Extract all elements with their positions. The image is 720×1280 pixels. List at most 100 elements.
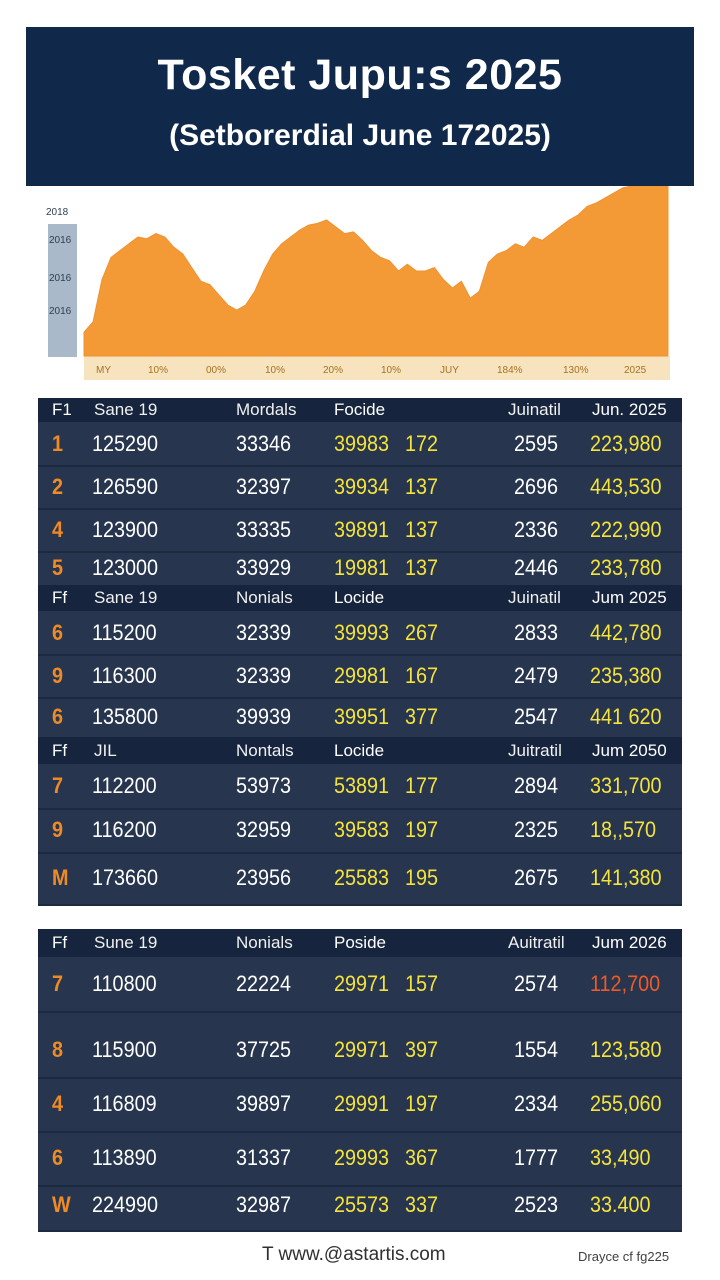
- table-row: 9 116300 32339 29981 167 2479 235,380: [38, 654, 682, 699]
- table-cell: 116809: [92, 1091, 157, 1116]
- table-row: 5 123000 33929 19981 137 2446 233,780: [38, 551, 682, 587]
- table-header-row: Ff Sane 19 Nonials Locide Juinatil Jum 2025: [38, 585, 682, 611]
- table-cell: 2336: [514, 517, 559, 542]
- table-cell: 2595: [514, 431, 559, 456]
- table-cell: 337: [405, 1192, 439, 1217]
- table-cell: 442,780: [590, 620, 662, 645]
- table-cell: 18,,570: [590, 817, 657, 842]
- table-cell: 39891: [334, 517, 390, 542]
- y-axis-panel: [48, 224, 77, 357]
- table-cell: 123900: [92, 517, 159, 542]
- table-cell: 223,980: [590, 431, 662, 456]
- x-tick-label: 2025: [624, 365, 647, 376]
- table-cell: 235,380: [590, 663, 662, 688]
- table-cell: 2334: [514, 1091, 559, 1116]
- table-cell: 53973: [236, 773, 292, 798]
- table-cell: 377: [405, 704, 439, 729]
- x-tick-label: 130%: [563, 365, 589, 376]
- table-cell: 331,700: [590, 773, 662, 798]
- column-header: Mordals: [236, 400, 297, 419]
- area-chart: 2018 2016 2016 2016 MY 10% 00% 10% 20% 10% JUY 184%…: [46, 186, 670, 380]
- table-cell: 441 620: [590, 704, 662, 729]
- table-cell: 177: [405, 773, 439, 798]
- table-cell: 2446: [514, 555, 559, 580]
- table-row: M 173660 23956 25583 195 2675 141,380: [38, 852, 682, 906]
- table-cell: 19981: [334, 555, 390, 580]
- table-cell: 53891: [334, 773, 390, 798]
- column-header: Jun. 2025: [592, 400, 667, 419]
- table-cell: 31337: [236, 1145, 292, 1170]
- table-cell: 197: [405, 817, 439, 842]
- column-header: Jum 2026: [592, 933, 667, 952]
- table-cell: 173660: [92, 865, 159, 890]
- table-header-row: F1 Sane 19 Mordals Focide Juinatil Jun. 2025: [38, 398, 682, 422]
- table-cell: 110800: [92, 971, 157, 996]
- table-cell: 116200: [92, 817, 157, 842]
- y-tick-label: 2018: [46, 207, 69, 218]
- table-cell: 137: [405, 555, 439, 580]
- column-header: Poside: [334, 933, 386, 952]
- table-row: 7 110800 22224 29971 157 2574 112,700: [38, 957, 682, 1013]
- column-header: Sane 19: [94, 588, 158, 607]
- table-cell: 6: [52, 620, 64, 645]
- table-cell: 32959: [236, 817, 292, 842]
- table-cell: 197: [405, 1091, 439, 1116]
- column-header: Nontals: [236, 741, 294, 760]
- column-header: Juitratil: [508, 741, 562, 760]
- table-row: 7 112200 53973 53891 177 2894 331,700: [38, 764, 682, 810]
- table-row: W 224990 32987 25573 337 2523 33.400: [38, 1179, 682, 1232]
- table-cell: 32339: [236, 620, 292, 645]
- table-cell: 2: [52, 474, 64, 499]
- column-header: Locide: [334, 588, 385, 607]
- x-tick-label: 10%: [381, 365, 401, 376]
- x-tick-label: 20%: [323, 365, 343, 376]
- table-cell: 32397: [236, 474, 292, 499]
- x-tick-label: 00%: [206, 365, 226, 376]
- table-cell: 135800: [92, 704, 159, 729]
- data-table-top: F1 Sane 19 Mordals Focide Juinatil Jun. 2025 1…: [38, 398, 682, 906]
- table-cell: 1554: [514, 1037, 559, 1062]
- column-header: Ff: [52, 741, 68, 760]
- table-cell: 126590: [92, 474, 159, 499]
- table-cell: 172: [405, 431, 439, 456]
- table-cell: 123000: [92, 555, 159, 580]
- table-cell: 32987: [236, 1192, 292, 1217]
- table-cell: 2696: [514, 474, 559, 499]
- table-cell: 1: [52, 431, 64, 456]
- table-cell: W: [52, 1192, 71, 1217]
- table-cell: M: [52, 865, 69, 890]
- x-axis-strip: [84, 356, 670, 380]
- table-cell: 29981: [334, 663, 390, 688]
- x-tick-label: 10%: [148, 365, 168, 376]
- table-row: 2 126590 32397 39934 137 2696 443,530: [38, 465, 682, 510]
- column-header: Auitratil: [508, 933, 565, 952]
- y-tick-label: 2016: [49, 235, 72, 246]
- table-row: 4 116809 39897 29991 197 2334 255,060: [38, 1077, 682, 1133]
- x-tick-label: 10%: [265, 365, 285, 376]
- table-cell: 255,060: [590, 1091, 662, 1116]
- table-cell: 33,490: [590, 1145, 651, 1170]
- table-cell: 4: [52, 1091, 64, 1116]
- table-cell: 2574: [514, 971, 559, 996]
- table-cell: 116300: [92, 663, 157, 688]
- table-cell: 39951: [334, 704, 390, 729]
- column-header: Sune 19: [94, 933, 158, 952]
- column-header: F1: [52, 400, 72, 419]
- table-cell: 6: [52, 1145, 64, 1170]
- column-header: Focide: [334, 400, 386, 419]
- table-cell: 112200: [92, 773, 157, 798]
- column-header: Ff: [52, 933, 68, 952]
- column-header: Jum 2025: [592, 588, 667, 607]
- y-tick-label: 2016: [49, 273, 72, 284]
- table-cell: 25583: [334, 865, 390, 890]
- column-header: Nonials: [236, 588, 293, 607]
- table-cell: 115200: [92, 620, 157, 645]
- table-cell: 4: [52, 517, 64, 542]
- column-header: Juinatil: [508, 588, 561, 607]
- table-cell: 167: [405, 663, 439, 688]
- table-cell: 39583: [334, 817, 390, 842]
- table-cell: 397: [405, 1037, 439, 1062]
- x-tick-label: MY: [96, 365, 111, 376]
- table-cell: 233,780: [590, 555, 662, 580]
- footer-website[interactable]: T www.@astartis.com: [262, 1244, 446, 1265]
